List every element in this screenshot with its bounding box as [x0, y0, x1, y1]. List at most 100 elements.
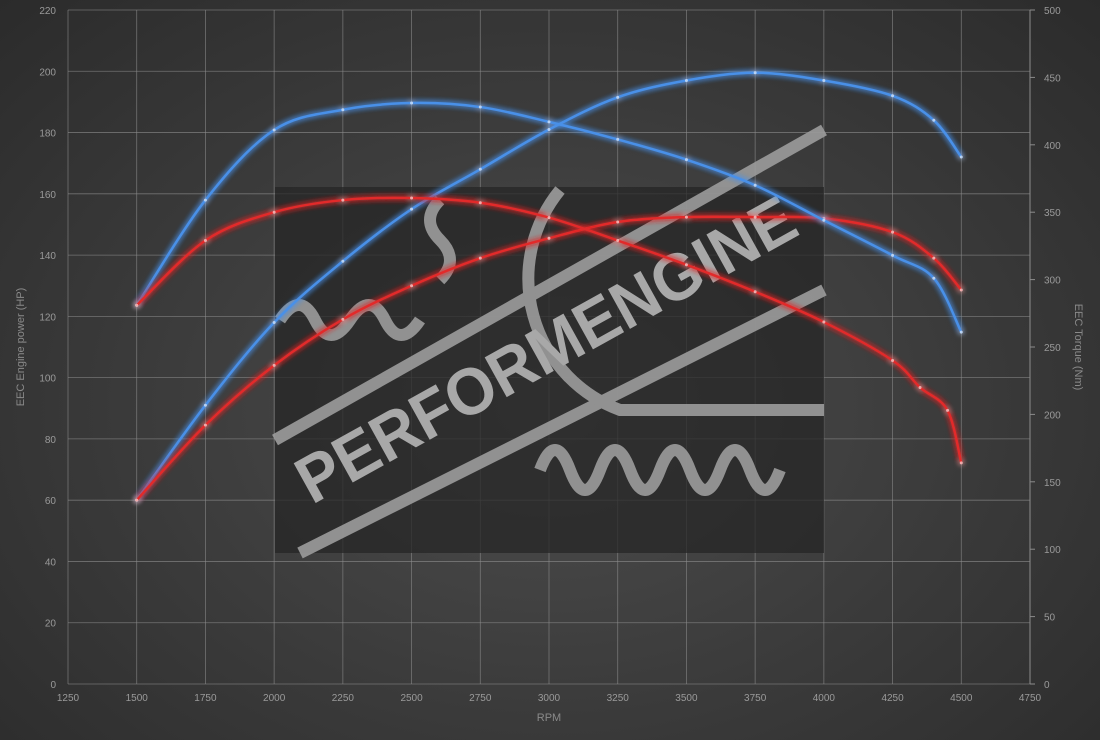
y-left-axis-title: EEC Engine power (HP) [15, 288, 27, 407]
x-tick-label: 1750 [194, 693, 217, 704]
data-point [547, 236, 551, 240]
data-point [932, 118, 936, 122]
data-point [891, 358, 895, 362]
data-point [616, 220, 620, 224]
data-point [822, 218, 826, 222]
data-point [932, 256, 936, 260]
x-tick-label: 2500 [400, 693, 423, 704]
data-point [891, 94, 895, 98]
data-point [891, 253, 895, 257]
data-point [341, 108, 345, 112]
y-right-axis-title: EEC Torque (Nm) [1072, 304, 1084, 391]
data-point [753, 290, 757, 294]
x-tick-label: 4500 [950, 693, 973, 704]
data-point [932, 276, 936, 280]
data-point [547, 127, 551, 131]
data-point [822, 320, 826, 324]
y-right-tick-label: 150 [1044, 478, 1061, 489]
y-right-tick-label: 200 [1044, 410, 1061, 421]
data-point [203, 403, 207, 407]
y-left-tick-label: 200 [39, 67, 56, 78]
data-point [616, 137, 620, 141]
data-point [410, 101, 414, 105]
performengine-watermark-logo: PERFORMENGINE [272, 124, 827, 559]
axes: 1250 1500 1750 2000 2250 2500 2750 3000 3250 3500… [39, 6, 1061, 704]
data-point [203, 198, 207, 202]
data-point [410, 284, 414, 288]
y-right-tick-label: 300 [1044, 276, 1061, 287]
y-left-tick-label: 20 [45, 619, 57, 630]
x-tick-label: 1500 [126, 693, 149, 704]
y-right-tick-label: 100 [1044, 545, 1061, 556]
data-point [959, 288, 963, 292]
data-point [959, 461, 963, 465]
data-point [946, 408, 950, 412]
data-point [616, 95, 620, 99]
data-point [753, 215, 757, 219]
data-point [272, 363, 276, 367]
y-right-tick-label: 400 [1044, 141, 1061, 152]
data-point [135, 498, 139, 502]
y-right-tick-label: 250 [1044, 343, 1061, 354]
y-left-tick-label: 0 [50, 680, 56, 691]
data-point [684, 263, 688, 267]
data-point [918, 385, 922, 389]
y-right-tick-label: 0 [1044, 680, 1050, 691]
data-point [684, 158, 688, 162]
data-point [753, 183, 757, 187]
y-left-tick-label: 140 [39, 251, 56, 262]
y-left-tick-label: 160 [39, 190, 56, 201]
x-tick-label: 3500 [675, 693, 698, 704]
series-torque-tuned [135, 101, 963, 334]
data-point [547, 120, 551, 124]
data-point [478, 201, 482, 205]
y-left-tick-label: 100 [39, 374, 56, 385]
series-line [135, 196, 963, 465]
data-point [478, 167, 482, 171]
series-line [135, 101, 963, 334]
x-tick-label: 3000 [538, 693, 561, 704]
data-point [410, 196, 414, 200]
y-right-tick-label: 500 [1044, 6, 1061, 17]
data-point [203, 423, 207, 427]
x-axis-title: RPM [537, 712, 561, 724]
data-point [341, 259, 345, 263]
x-tick-label: 2750 [469, 693, 492, 704]
data-point [478, 256, 482, 260]
x-tick-label: 4000 [813, 693, 836, 704]
data-point [272, 320, 276, 324]
x-tick-label: 1250 [57, 693, 80, 704]
data-point [341, 317, 345, 321]
x-tick-label: 4250 [881, 693, 904, 704]
x-tick-label: 4750 [1019, 693, 1042, 704]
y-right-tick-label: 350 [1044, 208, 1061, 219]
data-point [616, 239, 620, 243]
y-left-tick-label: 60 [45, 496, 57, 507]
data-point [272, 128, 276, 132]
series-lines [135, 71, 963, 502]
y-left-tick-label: 80 [45, 435, 57, 446]
y-right-tick-label: 450 [1044, 73, 1061, 84]
y-left-tick-label: 40 [45, 557, 57, 568]
y-left-tick-label: 220 [39, 6, 56, 17]
data-point [272, 210, 276, 214]
data-point [822, 78, 826, 82]
x-tick-label: 3250 [607, 693, 630, 704]
data-point [135, 303, 139, 307]
series-power-tuned [135, 71, 963, 502]
data-point [547, 216, 551, 220]
data-point [891, 230, 895, 234]
data-point [753, 71, 757, 75]
grid [67, 9, 1031, 685]
data-point [684, 215, 688, 219]
data-point [341, 198, 345, 202]
data-point [410, 207, 414, 211]
x-tick-label: 3750 [744, 693, 767, 704]
series-torque-stock [135, 196, 963, 465]
y-right-tick-label: 50 [1044, 613, 1056, 624]
data-point [684, 78, 688, 82]
data-point [203, 239, 207, 243]
data-point [959, 330, 963, 334]
data-point [478, 105, 482, 109]
